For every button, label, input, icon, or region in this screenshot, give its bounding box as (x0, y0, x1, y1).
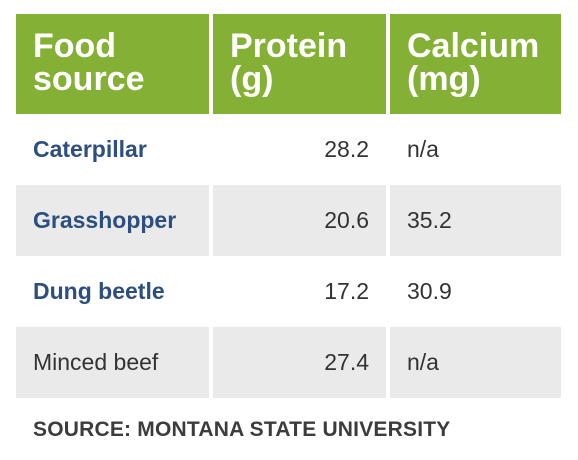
header-protein: Protein (g) (213, 14, 386, 114)
header-food-source: Food source (16, 14, 209, 114)
food-cell: Grasshopper (16, 185, 209, 256)
protein-cell: 20.6 (213, 185, 386, 256)
table-row: Caterpillar 28.2 n/a (16, 114, 561, 185)
table-row: Minced beef 27.4 n/a (16, 327, 561, 398)
food-cell: Minced beef (16, 327, 209, 398)
calcium-cell: 35.2 (390, 185, 561, 256)
source-credit: SOURCE: MONTANA STATE UNIVERSITY (33, 418, 451, 441)
table-row: Dung beetle 17.2 30.9 (16, 256, 561, 327)
header-calcium: Calcium (mg) (390, 14, 561, 114)
calcium-cell: n/a (390, 327, 561, 398)
protein-cell: 27.4 (213, 327, 386, 398)
food-cell: Dung beetle (16, 256, 209, 327)
table-header-row: Food source Protein (g) Calcium (mg) (16, 14, 561, 114)
protein-cell: 28.2 (213, 114, 386, 185)
food-name: Caterpillar (33, 136, 147, 162)
calcium-cell: n/a (390, 114, 561, 185)
calcium-cell: 30.9 (390, 256, 561, 327)
food-name: Dung beetle (33, 278, 165, 304)
nutrition-table: Food source Protein (g) Calcium (mg) Cat… (16, 14, 561, 398)
food-name: Grasshopper (33, 207, 177, 233)
food-cell: Caterpillar (16, 114, 209, 185)
protein-cell: 17.2 (213, 256, 386, 327)
food-name: Minced beef (33, 349, 159, 375)
table-row: Grasshopper 20.6 35.2 (16, 185, 561, 256)
